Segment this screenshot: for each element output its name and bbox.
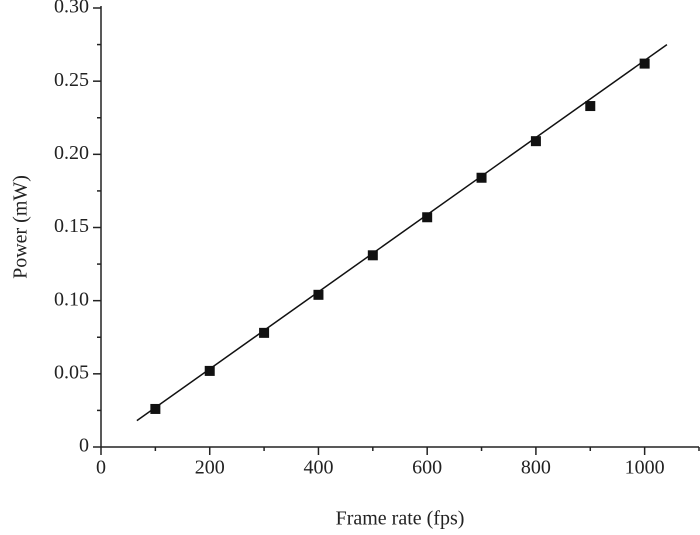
data-point [313, 289, 324, 300]
x-axis-label: Frame rate (fps) [336, 508, 465, 530]
y-tick-label: 0.20 [54, 142, 89, 164]
y-tick-label: 0.25 [54, 69, 89, 91]
x-tick-label: 600 [412, 457, 442, 479]
data-point [585, 101, 596, 112]
fit-line [136, 43, 668, 422]
data-point [367, 250, 378, 261]
data-point [422, 212, 433, 223]
data-point [639, 58, 650, 69]
y-axis-label: Power (mW) [10, 175, 32, 279]
x-tick-label: 0 [96, 457, 106, 479]
data-point [259, 327, 270, 338]
data-point [530, 136, 541, 147]
y-tick-label: 0 [79, 435, 89, 457]
y-tick-label: 0.05 [54, 361, 89, 383]
data-point [150, 403, 161, 414]
x-tick-label: 800 [521, 457, 551, 479]
x-tick-label: 1000 [625, 457, 665, 479]
x-tick-label: 200 [195, 457, 225, 479]
data-point [204, 365, 215, 376]
y-tick-label: 0.10 [54, 288, 89, 310]
x-tick-label: 400 [303, 457, 333, 479]
y-tick-label: 0.30 [54, 0, 89, 18]
data-point [476, 172, 487, 183]
y-tick-label: 0.15 [54, 215, 89, 237]
